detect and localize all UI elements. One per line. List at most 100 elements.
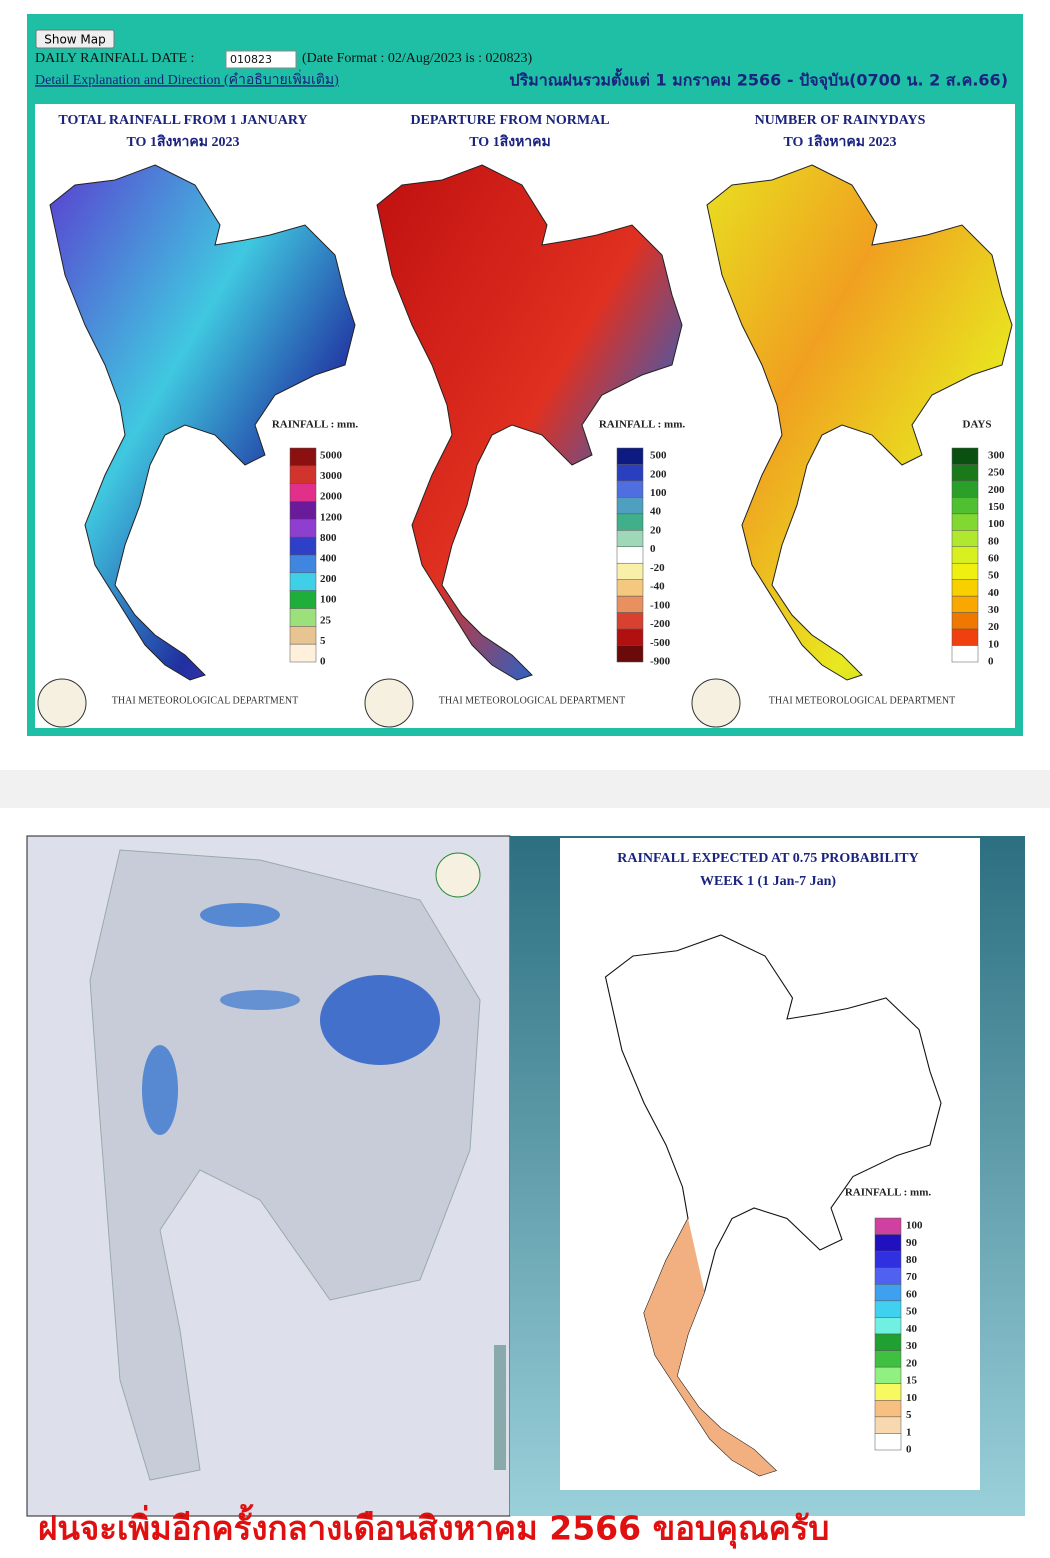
panel-footer: THAI METEOROLOGICAL DEPARTMENT: [769, 695, 955, 706]
radar-echo: [200, 903, 280, 927]
legend-swatch: [289, 643, 317, 663]
legend-swatch: [951, 546, 979, 564]
legend-swatch: [874, 1284, 902, 1302]
legend-label: 1200: [320, 511, 343, 523]
legend-label: 40: [650, 506, 662, 518]
radar-echo: [320, 975, 440, 1065]
legend-swatch: [616, 628, 644, 646]
legend-label: 100: [650, 487, 667, 499]
thai-heading: ปริมาณฝนรวมตั้งแต่ 1 มกราคม 2566 - ปัจจุ…: [509, 68, 1008, 91]
tmd-logo: [691, 678, 741, 728]
panel-subtitle: TO 1สิงหาคม 2023: [783, 134, 896, 150]
legend-swatch: [616, 562, 644, 580]
legend-label: 60: [906, 1288, 918, 1300]
panel-subtitle: TO 1สิงหาคม: [469, 134, 551, 150]
legend-swatch: [616, 546, 644, 564]
legend-swatch: [874, 1333, 902, 1351]
legend-label: -20: [650, 562, 665, 574]
legend-swatch: [874, 1317, 902, 1335]
legend-label: 400: [320, 553, 337, 565]
legend-label: 100: [906, 1220, 923, 1232]
legend-label: 10: [906, 1392, 918, 1404]
legend-label: 0: [988, 656, 994, 668]
forecast-rain-area: [644, 1218, 776, 1476]
legend-swatch: [289, 554, 317, 574]
legend-swatch: [289, 590, 317, 609]
legend-swatch: [874, 1267, 902, 1285]
legend-label: 25: [320, 614, 332, 626]
legend-label: 80: [906, 1254, 918, 1266]
separator: [0, 770, 1050, 808]
legend-label: 50: [988, 570, 1000, 582]
tmd-logo: [364, 678, 414, 728]
legend-swatch: [874, 1400, 902, 1418]
legend-label: 1: [906, 1426, 912, 1438]
legend-swatch: [874, 1250, 902, 1268]
legend-swatch: [616, 480, 644, 498]
legend-swatch: [874, 1234, 902, 1252]
legend-label: 2000: [320, 491, 343, 503]
legend-swatch: [616, 595, 644, 613]
legend-label: 5: [906, 1409, 912, 1421]
panel-footer: THAI METEOROLOGICAL DEPARTMENT: [439, 695, 625, 706]
legend-label: 50: [906, 1306, 918, 1318]
legend-swatch: [616, 579, 644, 597]
legend-swatch: [951, 628, 979, 646]
legend-label: 5000: [320, 450, 343, 462]
legend-swatch: [951, 530, 979, 548]
legend-swatch: [951, 645, 979, 663]
legend-swatch: [289, 483, 317, 502]
detail-link[interactable]: Detail Explanation and Direction (คำอธิบ…: [35, 70, 339, 88]
date-input[interactable]: [225, 50, 297, 69]
legend-label: 15: [906, 1375, 918, 1387]
legend-label: 60: [988, 553, 1000, 565]
legend-label: 40: [906, 1323, 918, 1335]
legend-swatch: [951, 464, 979, 482]
panel-footer: THAI METEOROLOGICAL DEPARTMENT: [112, 695, 298, 706]
legend-label: 200: [320, 573, 337, 585]
legend-swatch: [951, 579, 979, 597]
forecast-map: [604, 934, 942, 1477]
legend-label: 250: [988, 467, 1005, 479]
legend-swatch: [951, 595, 979, 613]
date-format: (Date Format : 02/Aug/2023 is : 020823): [302, 51, 533, 66]
legend-swatch: [874, 1416, 902, 1434]
legend-swatch: [616, 645, 644, 663]
legend-swatch: [874, 1217, 902, 1235]
legend-swatch: [289, 501, 317, 520]
date-label: DAILY RAINFALL DATE :: [35, 51, 194, 66]
legend-swatch: [616, 530, 644, 548]
date-value[interactable]: 010823: [230, 53, 272, 66]
panel-subtitle: TO 1สิงหาคม 2023: [126, 134, 239, 150]
legend-swatch: [289, 626, 317, 645]
button-label[interactable]: Show Map: [44, 33, 106, 47]
legend-label: 0: [650, 543, 656, 555]
panel-title: DEPARTURE FROM NORMAL: [410, 113, 609, 128]
legend-label: 30: [906, 1340, 918, 1352]
legend-swatch: [616, 447, 644, 465]
legend-swatch: [874, 1366, 902, 1384]
legend-label: 100: [320, 594, 337, 606]
legend-label: 0: [906, 1444, 912, 1456]
legend-label: 300: [988, 450, 1005, 462]
legend-label: 30: [988, 604, 1000, 616]
legend-label: 100: [988, 518, 1005, 530]
panel-title: TOTAL RAINFALL FROM 1 JANUARY: [58, 113, 307, 128]
legend-swatch: [289, 608, 317, 627]
legend-label: 200: [650, 468, 667, 480]
legend-label: 5: [320, 635, 326, 647]
legend-label: 3000: [320, 470, 343, 482]
legend-label: 90: [906, 1237, 918, 1249]
show-map-button[interactable]: [35, 29, 115, 49]
legend-label: -40: [650, 581, 665, 593]
tmd-logo: [37, 678, 87, 728]
radar-legend: [494, 1345, 506, 1470]
legend-swatch: [874, 1383, 902, 1401]
legend-label: 80: [988, 535, 1000, 547]
legend-label: 40: [988, 587, 1000, 599]
legend-swatch: [951, 513, 979, 531]
legend-swatch: [616, 612, 644, 630]
legend-title: RAINFALL : mm.: [272, 419, 359, 431]
